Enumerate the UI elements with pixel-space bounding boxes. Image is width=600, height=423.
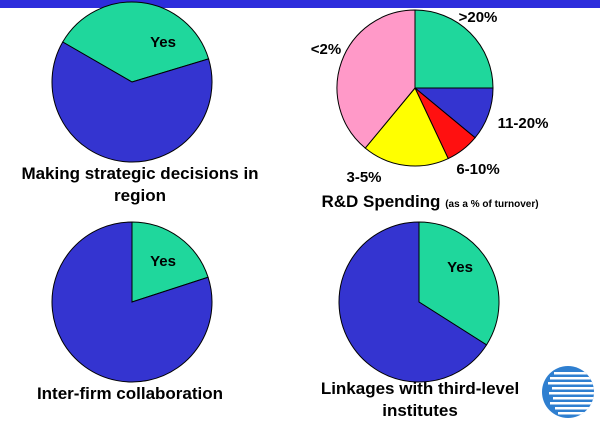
caption-rd-spending-title: R&D Spending	[321, 192, 441, 211]
pie-interfirm-collaboration	[51, 221, 213, 383]
pie-third-level-linkages	[338, 221, 500, 383]
caption-rd-spending: R&D Spending (as a % of turnover)	[270, 191, 590, 216]
caption-interfirm-collaboration: Inter-firm collaboration	[36, 384, 224, 403]
slice-label-rd-6-10: 6-10%	[456, 161, 499, 178]
slice-label-rd-11-20: 11-20%	[498, 115, 549, 132]
pie-strategic-decisions	[51, 1, 213, 163]
pie-slice-rd-0	[414, 9, 494, 89]
caption-rd-spending-note: (as a % of turnover)	[445, 199, 539, 210]
slice-label-rd-3-5: 3-5%	[346, 169, 381, 186]
slice-label-linkages-yes: Yes	[447, 259, 473, 276]
slice-label-interfirm-yes: Yes	[150, 253, 176, 270]
pie-slice-rd-4	[336, 9, 416, 149]
slice-label-strategic-yes: Yes	[150, 34, 176, 51]
pie-slice-linkages-1	[338, 221, 488, 383]
pie-slice-interfirm-0	[131, 221, 209, 303]
slice-label-rd-over20: >20%	[459, 9, 498, 26]
caption-third-level-linkages: Linkages with third-level institutes	[320, 379, 520, 420]
pie-rd-spending	[336, 9, 494, 167]
globe-stripes-logo-icon	[542, 366, 594, 418]
pie-slice-strategic-0	[62, 1, 210, 83]
pie-slice-interfirm-1	[51, 221, 213, 383]
pie-slice-rd-3	[364, 87, 449, 167]
pie-slice-strategic-1	[51, 41, 213, 163]
caption-strategic-decisions: Making strategic decisions in region	[21, 164, 259, 205]
slice-label-rd-under2: <2%	[311, 41, 341, 58]
top-blue-band	[0, 0, 600, 8]
